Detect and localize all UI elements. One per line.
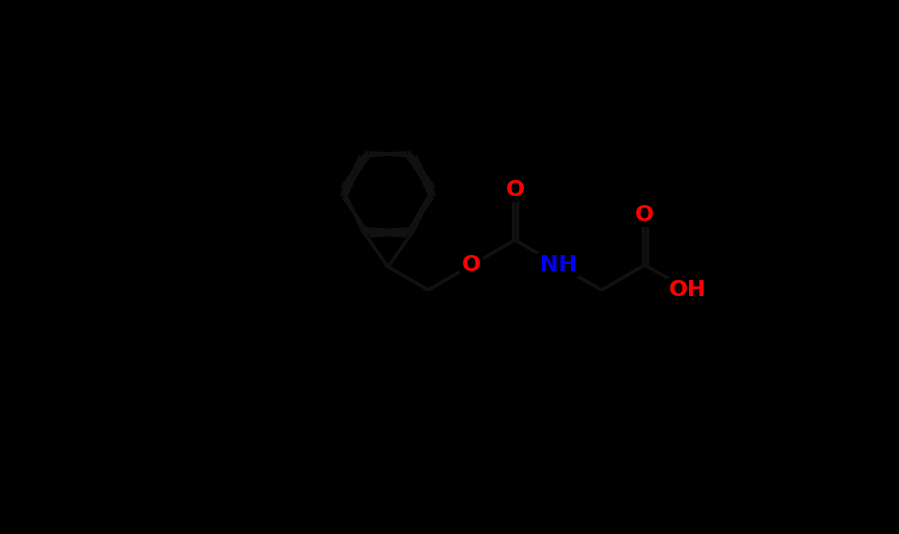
Text: O: O [462, 255, 481, 275]
Text: OH: OH [670, 280, 707, 300]
Text: O: O [505, 180, 524, 200]
Text: NH: NH [539, 255, 576, 275]
Text: O: O [636, 205, 654, 225]
